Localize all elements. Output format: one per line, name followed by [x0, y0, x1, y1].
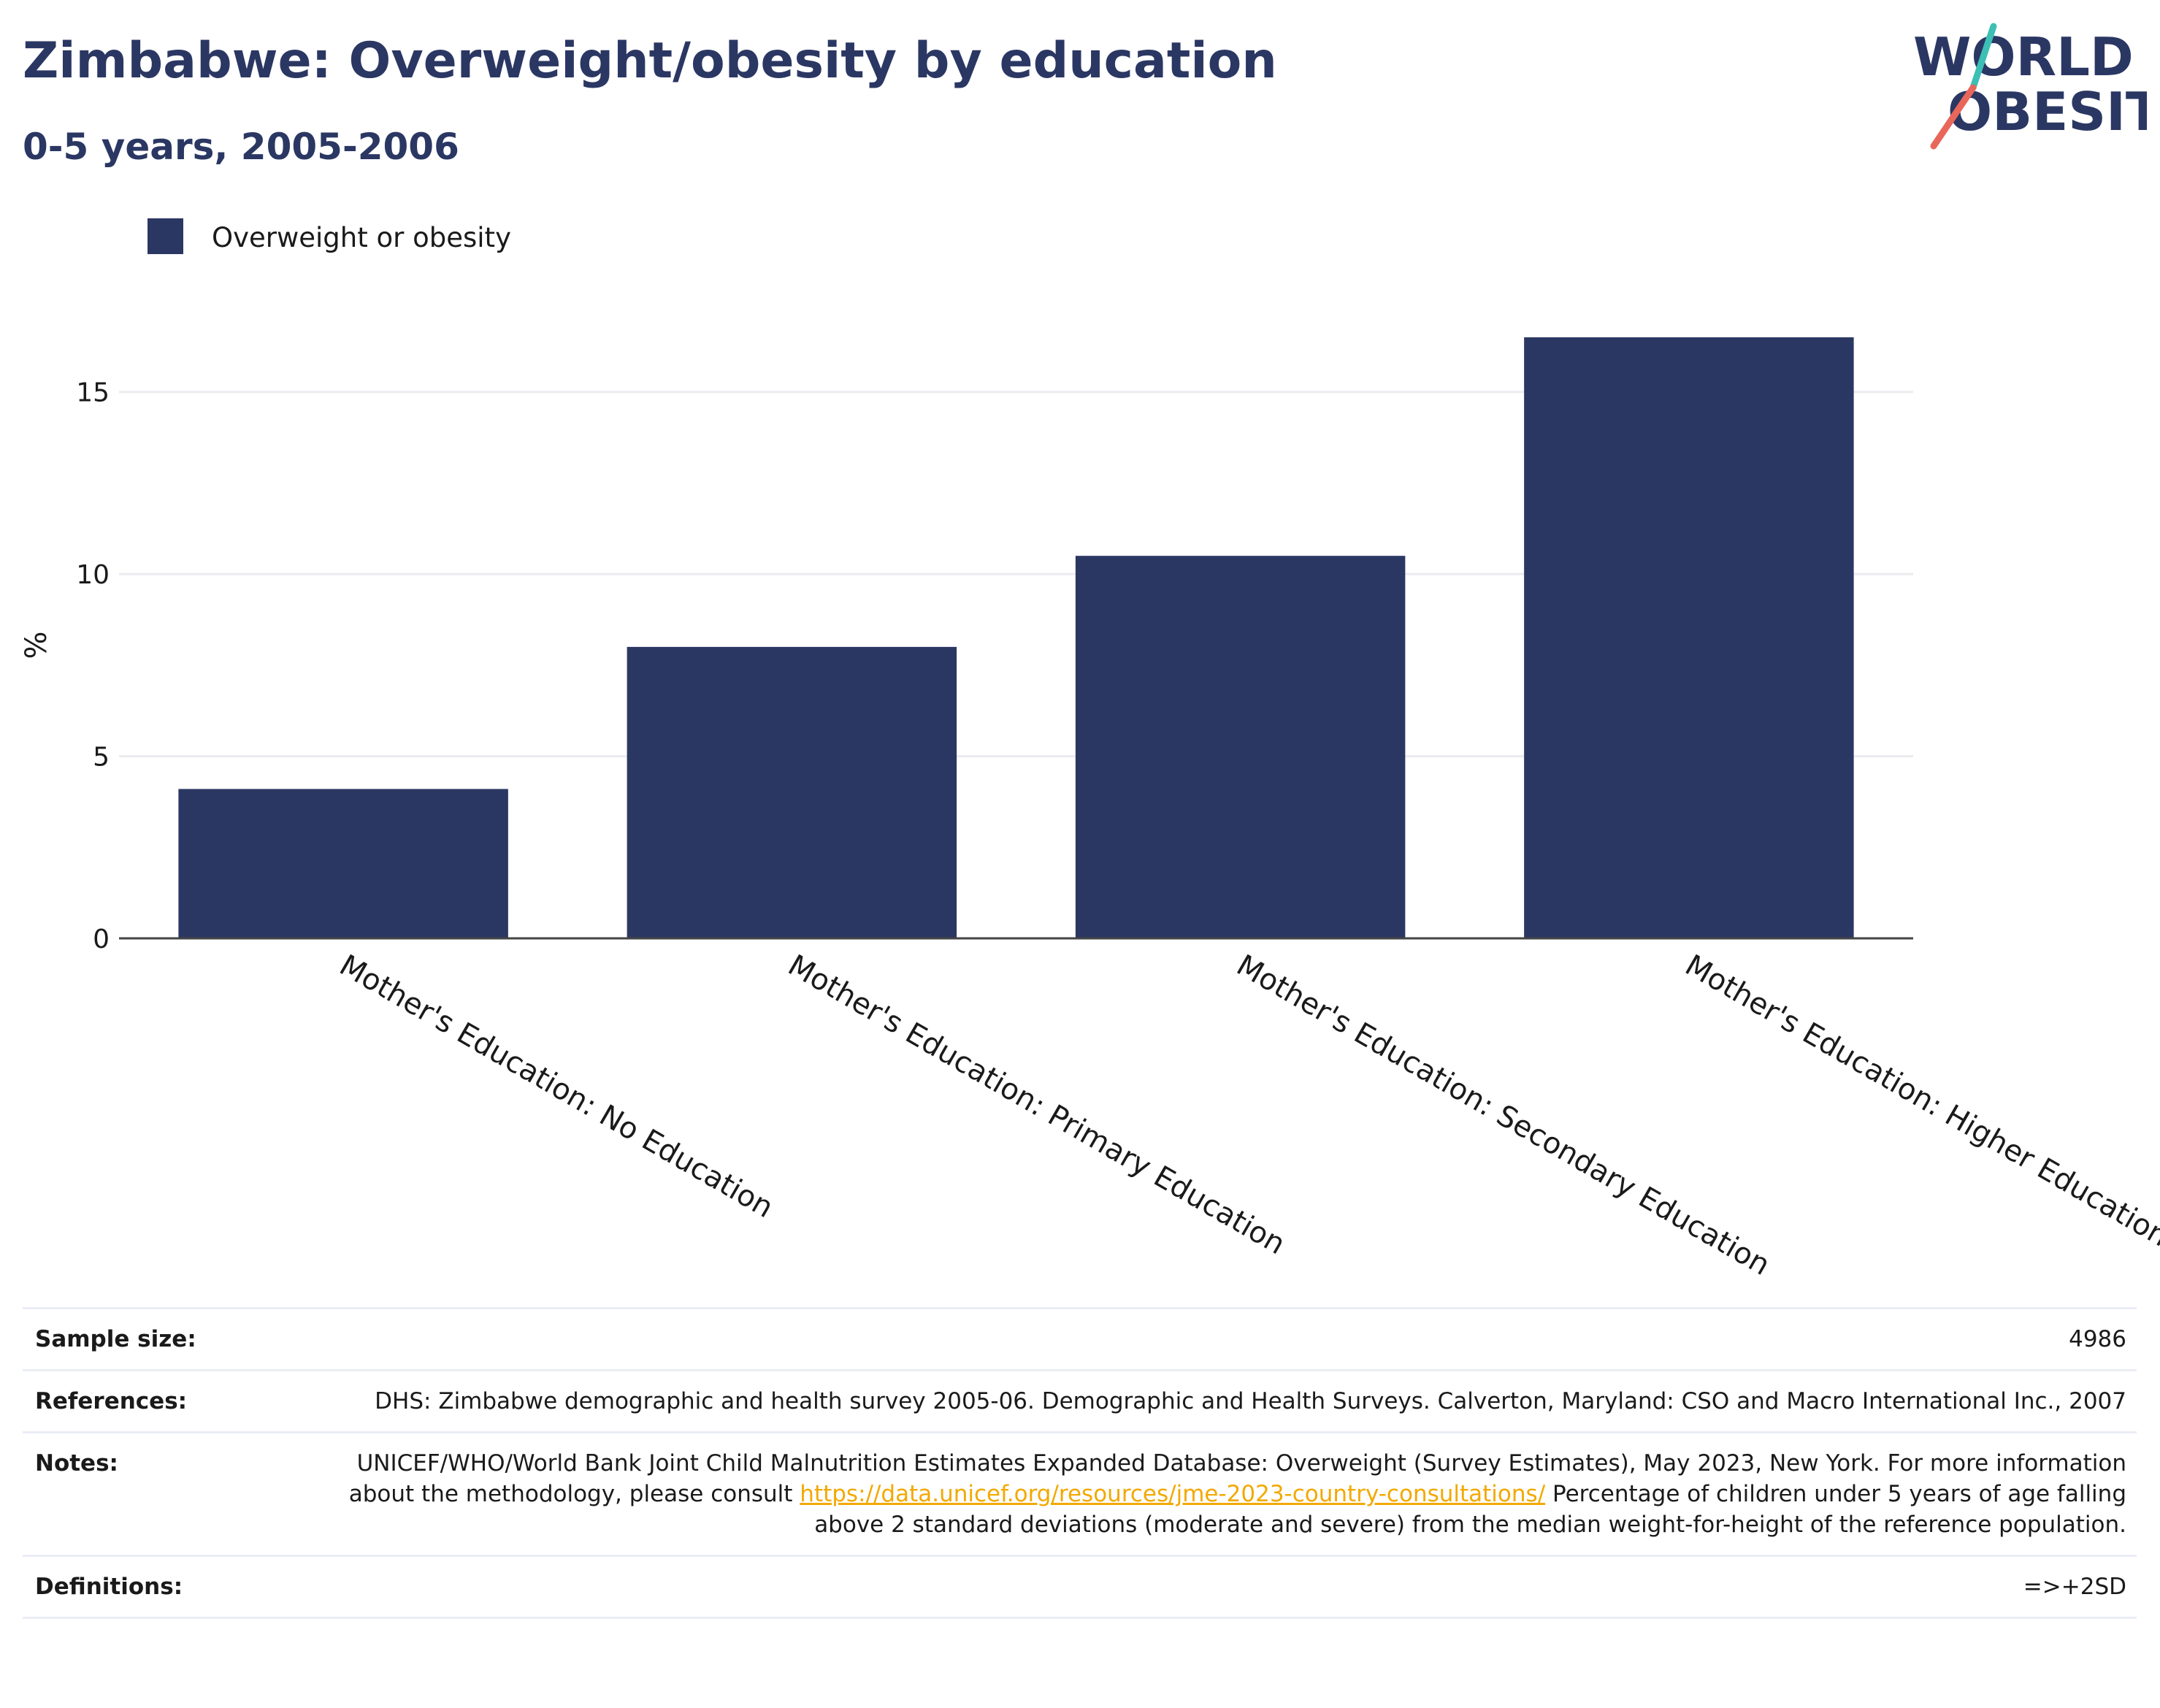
world-obesity-logo: WORLD OBESITY — [1913, 23, 2147, 150]
bar-1 — [178, 789, 508, 938]
y-tick-label-15: 15 — [76, 378, 110, 408]
bar-4 — [1524, 337, 1854, 939]
x-tick-label-1: Mother's Education: No Education — [334, 949, 778, 1225]
notes-value: UNICEF/WHO/World Bank Joint Child Malnut… — [308, 1431, 2137, 1556]
bars — [178, 337, 1854, 939]
x-tick-label-2: Mother's Education: Primary Education — [782, 949, 1290, 1262]
references-label: References: — [23, 1369, 308, 1433]
y-tick-label-0: 0 — [93, 924, 110, 954]
x-axis-tick-labels: Mother's Education: No Education Mother's… — [334, 949, 2160, 1282]
x-tick-label-4: Mother's Education: Higher Education — [1680, 949, 2160, 1254]
chart-subtitle: 0-5 years, 2005-2006 — [23, 126, 459, 168]
bar-3 — [1075, 556, 1406, 938]
legend[interactable]: Overweight or obesity — [148, 218, 511, 254]
logo-slash-bottom — [1930, 84, 1977, 150]
info-table: Sample size: 4986 References: DHS: Zimba… — [23, 1307, 2137, 1619]
y-tick-label-5: 5 — [93, 743, 110, 773]
logo-slash-top — [1969, 23, 1997, 91]
notes-text-after: Percentage of children under 5 years of … — [814, 1481, 2126, 1538]
legend-label: Overweight or obesity — [212, 222, 511, 253]
notes-link[interactable]: https://data.unicef.org/resources/jme-20… — [800, 1481, 1546, 1507]
logo-word-world: WORLD — [1913, 26, 2134, 88]
chart-title: Zimbabwe: Overweight/obesity by educatio… — [23, 32, 1277, 90]
sample-size-row: Sample size: 4986 — [23, 1307, 2137, 1371]
definitions-value: =>+2SD — [308, 1555, 2137, 1619]
bar-chart: Overweight or obesity 0 5 10 15 % Mother's … — [20, 218, 2160, 1282]
references-row: References: DHS: Zimbabwe demographic an… — [23, 1369, 2137, 1433]
sample-size-value: 4986 — [308, 1307, 2137, 1371]
logo-word-obesity: OBESITY — [1948, 81, 2147, 142]
y-axis-ticks: 0 5 10 15 — [76, 378, 110, 954]
notes-text-before: UNICEF/WHO/World Bank Joint Child Malnut… — [348, 1450, 2126, 1507]
references-value: DHS: Zimbabwe demographic and health sur… — [308, 1369, 2137, 1433]
definitions-row: Definitions: =>+2SD — [23, 1555, 2137, 1619]
x-tick-label-3: Mother's Education: Secondary Education — [1231, 949, 1776, 1282]
sample-size-label: Sample size: — [23, 1307, 308, 1371]
notes-row: Notes: UNICEF/WHO/World Bank Joint Child… — [23, 1431, 2137, 1556]
legend-swatch — [148, 218, 183, 254]
definitions-label: Definitions: — [23, 1555, 308, 1619]
y-axis-label: % — [20, 631, 53, 659]
y-tick-label-10: 10 — [76, 560, 110, 590]
bar-2 — [627, 646, 957, 938]
notes-label: Notes: — [23, 1431, 308, 1556]
